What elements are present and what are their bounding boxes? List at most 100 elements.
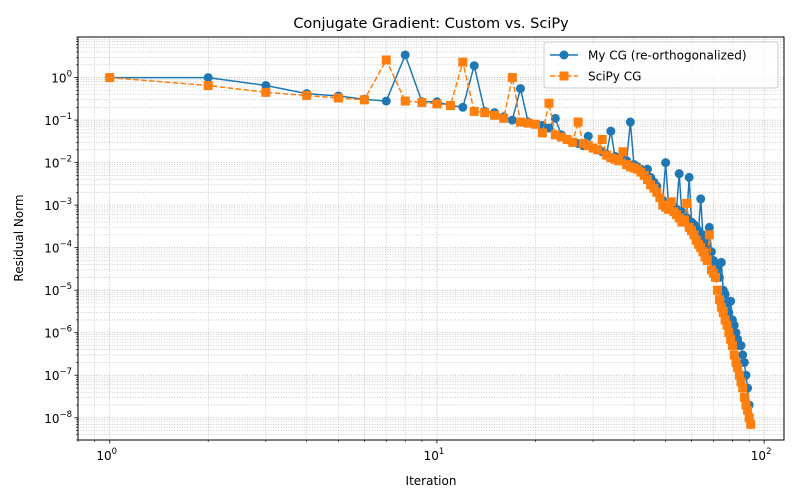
data-point — [530, 119, 540, 129]
data-point — [704, 222, 714, 232]
legend-label-scipy-cg: SciPy CG — [588, 70, 641, 84]
data-point — [359, 95, 369, 105]
x-tick-exponent: 0 — [112, 447, 117, 457]
data-point — [515, 117, 525, 127]
data-point — [203, 81, 213, 91]
data-point — [333, 93, 343, 103]
data-point — [655, 193, 665, 203]
data-point — [537, 128, 547, 138]
data-point — [400, 96, 410, 106]
data-point — [515, 84, 525, 94]
y-tick-exponent: −3 — [59, 197, 72, 207]
data-point — [724, 328, 734, 338]
data-point — [726, 296, 736, 306]
data-point — [458, 57, 468, 67]
data-point — [738, 350, 748, 360]
data-point — [736, 341, 746, 351]
plot-frame — [77, 36, 785, 441]
data-point — [696, 194, 706, 204]
y-tick-exponent: −7 — [59, 367, 72, 377]
data-point — [731, 357, 741, 367]
data-point — [625, 117, 635, 127]
data-point — [682, 198, 692, 208]
data-point — [432, 99, 442, 109]
data-point — [663, 204, 673, 214]
y-tick-exponent: −4 — [59, 240, 72, 250]
data-point — [716, 302, 726, 312]
data-point — [400, 50, 410, 60]
y-tick-exponent: 0 — [67, 70, 72, 80]
data-point — [606, 126, 616, 136]
data-point — [618, 147, 628, 157]
legend: My CG (re-orthogonalized) SciPy CG — [543, 41, 779, 89]
y-tick-exponent: −1 — [59, 112, 72, 122]
data-point — [550, 113, 560, 123]
data-point — [593, 145, 603, 155]
data-point — [490, 110, 500, 120]
data-point — [203, 73, 213, 83]
data-point — [746, 419, 756, 429]
data-point — [734, 370, 744, 380]
x-axis-title: Iteration — [406, 474, 457, 488]
data-point — [568, 137, 578, 147]
data-point — [674, 169, 684, 179]
data-point — [507, 73, 517, 83]
chart-title: Conjugate Gradient: Custom vs. SciPy — [293, 16, 569, 32]
data-point — [507, 115, 517, 125]
data-point — [729, 350, 739, 360]
data-point — [469, 106, 479, 116]
legend-label-my-cg: My CG (re-orthogonalized) — [588, 49, 747, 63]
data-point — [469, 61, 479, 71]
y-tick-exponent: −6 — [59, 325, 72, 335]
data-point — [704, 230, 714, 240]
data-point — [417, 97, 427, 107]
data-point — [739, 392, 749, 402]
data-point — [666, 197, 676, 207]
x-tick-exponent: 2 — [766, 447, 771, 457]
data-point — [381, 55, 391, 65]
data-point — [689, 230, 699, 240]
data-point — [712, 285, 722, 295]
series-layer — [105, 50, 756, 429]
legend-marker-scipy-cg — [559, 71, 569, 81]
data-point — [597, 134, 607, 144]
data-point — [652, 187, 662, 197]
data-point — [588, 143, 598, 153]
series-1 — [105, 55, 756, 429]
data-point — [573, 117, 583, 127]
data-point — [710, 272, 720, 282]
data-point — [722, 320, 732, 330]
data-point — [642, 175, 652, 185]
y-tick-exponent: −2 — [59, 155, 72, 165]
data-point — [562, 134, 572, 144]
data-point — [583, 141, 593, 151]
data-point — [523, 118, 533, 128]
data-point — [726, 334, 736, 344]
data-point — [718, 307, 728, 317]
data-point — [105, 73, 115, 83]
y-tick-exponent: −8 — [59, 410, 72, 420]
data-point — [614, 156, 624, 166]
data-point — [480, 108, 490, 118]
data-point — [714, 295, 724, 305]
data-point — [743, 405, 753, 415]
y-axis-title: Residual Norm — [12, 194, 26, 281]
data-point — [578, 139, 588, 149]
data-point — [744, 413, 754, 423]
data-point — [702, 255, 712, 265]
data-point — [544, 98, 554, 108]
data-point — [550, 130, 560, 140]
data-point — [445, 101, 455, 111]
data-point — [738, 383, 748, 393]
x-tick-exponent: 1 — [439, 447, 444, 457]
data-point — [679, 215, 689, 225]
data-point — [261, 81, 271, 91]
data-point — [698, 247, 708, 257]
data-point — [727, 341, 737, 351]
data-point — [556, 132, 566, 142]
legend-box — [543, 41, 779, 89]
data-point — [716, 257, 726, 267]
y-tick-exponent: −5 — [59, 282, 72, 292]
data-point — [381, 96, 391, 106]
